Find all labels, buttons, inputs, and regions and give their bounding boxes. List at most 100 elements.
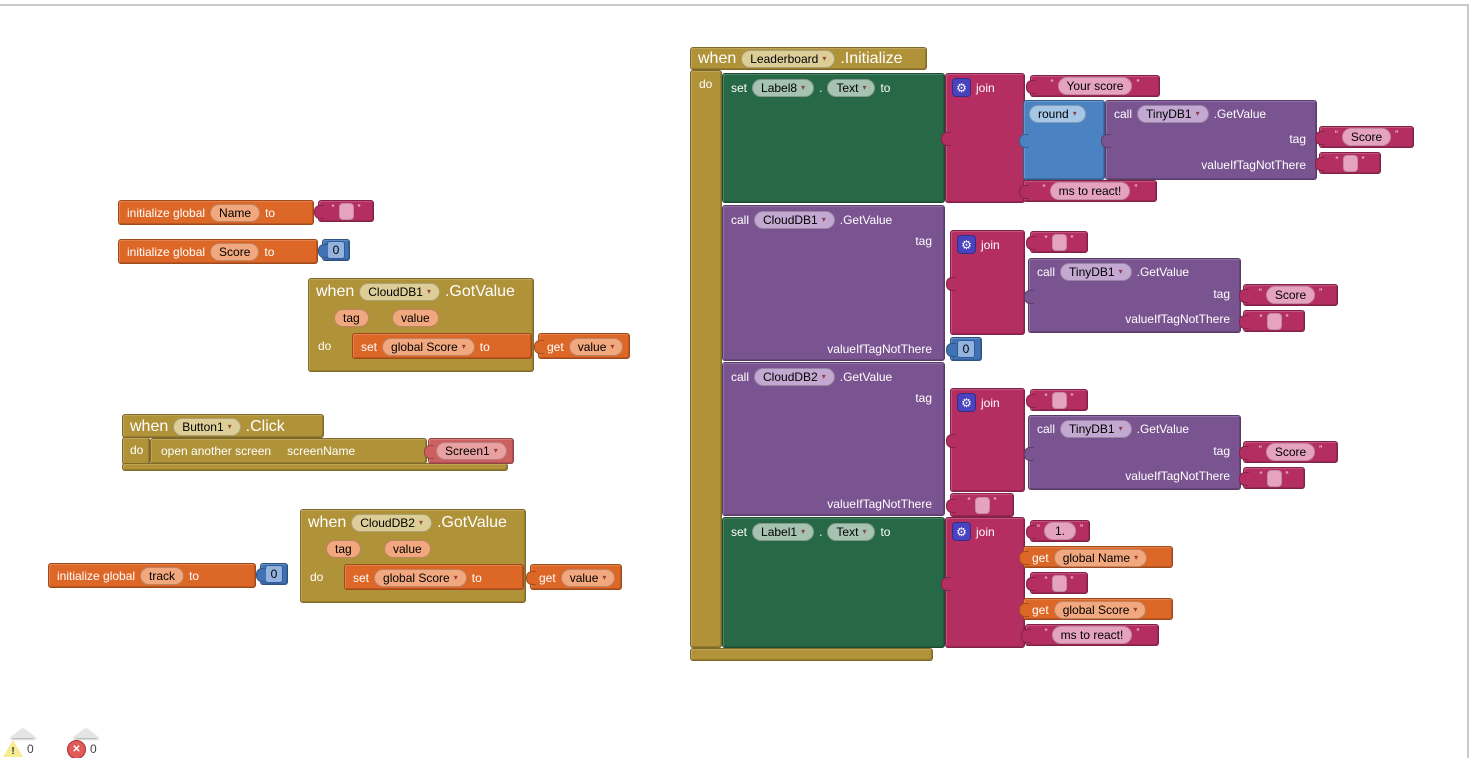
component-dropdown[interactable]: TinyDB1 ▾ (1060, 263, 1132, 281)
get-global-name-block[interactable]: get global Name ▾ (1019, 546, 1173, 568)
property-dropdown[interactable]: Text ▾ (827, 79, 876, 97)
get-global-score-block[interactable]: get global Score ▾ (1019, 598, 1173, 620)
mutator-gear-icon[interactable]: ⚙ (957, 393, 976, 412)
number-field[interactable]: 0 (264, 565, 284, 583)
param-tag-pill[interactable]: tag (326, 540, 361, 558)
block-init-global-track[interactable]: initialize global track to 0 (48, 563, 298, 589)
event-block-column[interactable] (690, 70, 722, 648)
event-block-footer[interactable] (690, 648, 933, 661)
component-dropdown[interactable]: Label8 ▾ (752, 79, 815, 97)
text-string-block[interactable]: “ Score ” (1239, 284, 1338, 306)
number-block[interactable]: 0 (946, 337, 982, 361)
call-tinydb1-getvalue-block[interactable]: call TinyDB1 ▾ .GetValue tag valueIfTagNo… (1101, 100, 1317, 180)
text-field[interactable]: Score (1265, 443, 1316, 461)
text-string-block[interactable]: “ ms to react! ” (1019, 180, 1157, 202)
text-field[interactable] (1051, 574, 1067, 592)
component-dropdown[interactable]: TinyDB1 ▾ (1137, 105, 1209, 123)
warnings-indicator[interactable]: ! 0 (3, 726, 63, 758)
variable-dropdown[interactable]: value ▾ (568, 338, 624, 356)
param-tag-pill[interactable]: tag (334, 309, 369, 327)
text-field[interactable] (1266, 312, 1282, 330)
component-dropdown[interactable]: TinyDB1 ▾ (1060, 420, 1132, 438)
text-field[interactable]: Score (1265, 286, 1316, 304)
text-field[interactable] (1342, 154, 1358, 172)
text-field[interactable] (1051, 391, 1067, 409)
text-string-block[interactable]: “ Your score ” (1026, 75, 1160, 97)
text-field[interactable] (1051, 233, 1067, 251)
set-global-score-block[interactable]: set global Score ▾ to (344, 564, 524, 590)
set-label8-text-block[interactable]: set Label8 ▾ . Text ▾ to (722, 73, 945, 203)
errors-indicator[interactable]: ✕ 0 (66, 726, 126, 758)
block-when-clouddb2-gotvalue[interactable]: when CloudDB2 ▾ .GotValue tag value do se… (300, 509, 622, 605)
text-string-block[interactable]: “ ” (314, 200, 374, 222)
screen-dropdown[interactable]: Screen1 ▾ (436, 442, 507, 460)
call-tinydb1-getvalue-block[interactable]: call TinyDB1 ▾ .GetValue tag valueIfTagNo… (1024, 258, 1241, 333)
open-another-screen-block[interactable]: open another screen screenName (150, 438, 427, 464)
screen-name-block[interactable]: Screen1 ▾ (424, 438, 514, 464)
block-init-global-score[interactable]: initialize global Score to 0 (118, 239, 358, 265)
call-clouddb2-getvalue-block[interactable]: call CloudDB2 ▾ .GetValue tag valueIfTagN… (722, 362, 945, 516)
init-global-block[interactable]: initialize global Name to (118, 200, 314, 225)
get-value-block[interactable]: get value ▾ (526, 564, 622, 590)
call-clouddb1-getvalue-block[interactable]: call CloudDB1 ▾ .GetValue tag valueIfTagN… (722, 205, 945, 361)
event-block-footer[interactable] (122, 463, 508, 471)
component-dropdown[interactable]: Label1 ▾ (752, 523, 815, 541)
init-global-block[interactable]: initialize global Score to (118, 239, 318, 264)
text-string-block[interactable]: “ ” (1026, 389, 1088, 411)
round-dropdown[interactable]: round ▾ (1029, 105, 1086, 123)
text-field[interactable] (338, 202, 354, 220)
text-field[interactable]: ms to react! (1049, 182, 1131, 200)
variable-dropdown[interactable]: global Score ▾ (374, 569, 467, 587)
join-block[interactable]: ⚙ join (941, 517, 1025, 648)
component-dropdown[interactable]: CloudDB1 ▾ (754, 211, 835, 229)
text-string-block[interactable]: “ 1. ” (1026, 520, 1090, 542)
component-dropdown[interactable]: Button1 ▾ (173, 418, 241, 436)
get-value-block[interactable]: get value ▾ (534, 333, 630, 359)
number-field[interactable]: 0 (326, 241, 346, 259)
round-block[interactable]: round ▾ (1019, 100, 1105, 180)
join-block[interactable]: ⚙ join (946, 230, 1025, 335)
init-global-block[interactable]: initialize global track to (48, 563, 256, 588)
text-field[interactable]: ms to react! (1051, 626, 1133, 644)
text-string-block[interactable]: “ ” (1026, 572, 1088, 594)
property-dropdown[interactable]: Text ▾ (827, 523, 876, 541)
variable-name-field[interactable]: track (140, 567, 185, 585)
text-string-block[interactable]: “ ” (1315, 152, 1381, 174)
text-string-block[interactable]: “ ms to react! ” (1021, 624, 1159, 646)
variable-dropdown[interactable]: value ▾ (560, 569, 616, 587)
number-block[interactable]: 0 (256, 563, 288, 585)
set-label1-text-block[interactable]: set Label1 ▾ . Text ▾ to (722, 517, 945, 648)
text-field[interactable]: Score (1341, 128, 1392, 146)
number-field[interactable]: 0 (956, 340, 976, 358)
component-dropdown[interactable]: CloudDB2 ▾ (351, 514, 432, 532)
text-string-block[interactable]: “ ” (1239, 467, 1305, 489)
join-block[interactable]: ⚙ join (941, 73, 1025, 203)
collapse-arrow-icon[interactable] (10, 728, 36, 738)
mutator-gear-icon[interactable]: ⚙ (957, 235, 976, 254)
text-field[interactable]: 1. (1044, 522, 1076, 540)
text-string-block[interactable]: “ ” (1026, 231, 1088, 253)
number-block[interactable]: 0 (318, 239, 350, 261)
text-string-block[interactable]: “ ” (1239, 310, 1305, 332)
text-field[interactable] (974, 496, 990, 514)
block-when-clouddb1-gotvalue[interactable]: when CloudDB1 ▾ .GotValue tag value do se… (308, 278, 630, 374)
component-dropdown[interactable]: CloudDB1 ▾ (359, 283, 440, 301)
mutator-gear-icon[interactable]: ⚙ (952, 522, 971, 541)
collapse-arrow-icon[interactable] (73, 728, 99, 738)
set-global-score-block[interactable]: set global Score ▾ to (352, 333, 532, 359)
join-block[interactable]: ⚙ join (946, 388, 1025, 492)
block-when-leaderboard-initialize[interactable]: when Leaderboard ▾ .Initialize do set Lab… (690, 47, 1480, 663)
component-dropdown[interactable]: Leaderboard ▾ (741, 50, 836, 68)
component-dropdown[interactable]: CloudDB2 ▾ (754, 368, 835, 386)
block-when-button1-click[interactable]: when Button1 ▾ .Click do open another scr… (122, 414, 522, 474)
variable-name-field[interactable]: Name (210, 204, 261, 222)
variable-dropdown[interactable]: global Score ▾ (382, 338, 475, 356)
text-field[interactable] (1266, 469, 1282, 487)
mutator-gear-icon[interactable]: ⚙ (952, 78, 971, 97)
variable-dropdown[interactable]: global Name ▾ (1053, 549, 1148, 567)
text-string-block[interactable]: “ ” (946, 493, 1014, 517)
text-string-block[interactable]: “ Score ” (1315, 126, 1414, 148)
variable-dropdown[interactable]: global Score ▾ (1053, 601, 1147, 619)
text-field[interactable]: Your score (1057, 77, 1133, 95)
